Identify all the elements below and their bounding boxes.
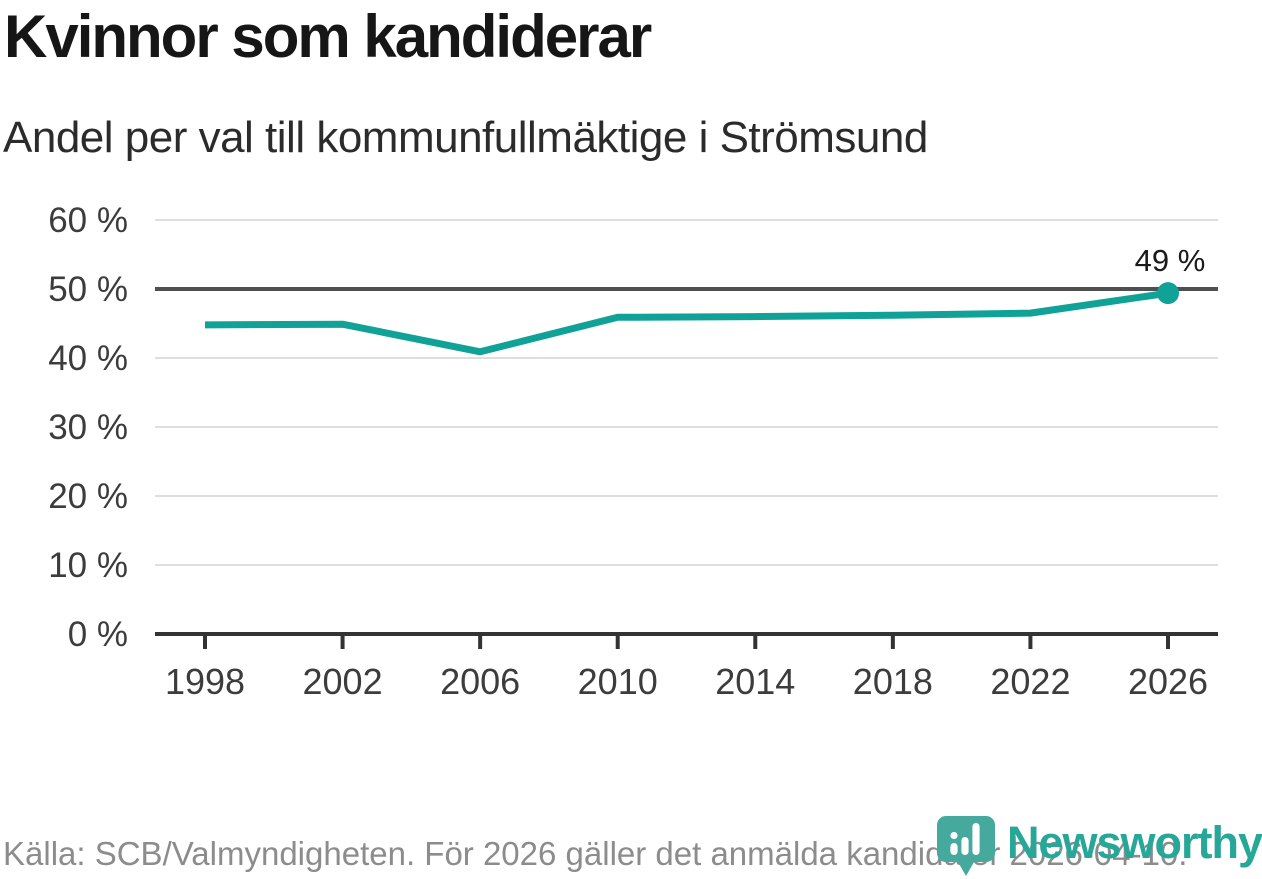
y-tick-label: 0 % xyxy=(68,615,128,654)
pin-bar-dot xyxy=(950,831,958,840)
pin-bar-short xyxy=(950,843,958,855)
chart-title: Kvinnor som kandiderar xyxy=(4,3,652,70)
newsworthy-logo: Newsworthy xyxy=(934,815,1262,877)
pin-bar-medium xyxy=(961,837,969,855)
x-tick-label: 2018 xyxy=(853,661,933,702)
y-tick-label: 30 % xyxy=(48,408,128,447)
x-tick-label: 1998 xyxy=(165,661,245,702)
newsworthy-pin-icon xyxy=(936,816,995,876)
y-tick-label: 50 % xyxy=(48,270,128,309)
data-line xyxy=(204,289,1169,356)
end-point-marker xyxy=(1157,282,1179,305)
x-tick-label: 2002 xyxy=(303,661,383,702)
x-tick-label: 2006 xyxy=(440,661,520,702)
line-chart: 0 % 10 % 20 % 30 % 40 % 50 % 60 % 1998 2002 2006 2… xyxy=(48,201,1218,702)
pin-bar-tall xyxy=(972,823,980,855)
x-tick-label: 2014 xyxy=(715,661,795,702)
x-tick-label: 2022 xyxy=(990,661,1070,702)
y-tick-label: 20 % xyxy=(48,477,128,516)
x-tick-label: 2026 xyxy=(1128,661,1208,702)
brand-name: Newsworthy xyxy=(1006,816,1262,868)
y-tick-label: 60 % xyxy=(48,201,128,240)
end-value-label: 49 % xyxy=(1135,243,1206,278)
y-tick-label: 40 % xyxy=(48,339,128,378)
y-tick-label: 10 % xyxy=(48,546,128,585)
x-tick-label: 2010 xyxy=(578,661,658,702)
chart-subtitle: Andel per val till kommunfullmäktige i S… xyxy=(3,113,928,162)
